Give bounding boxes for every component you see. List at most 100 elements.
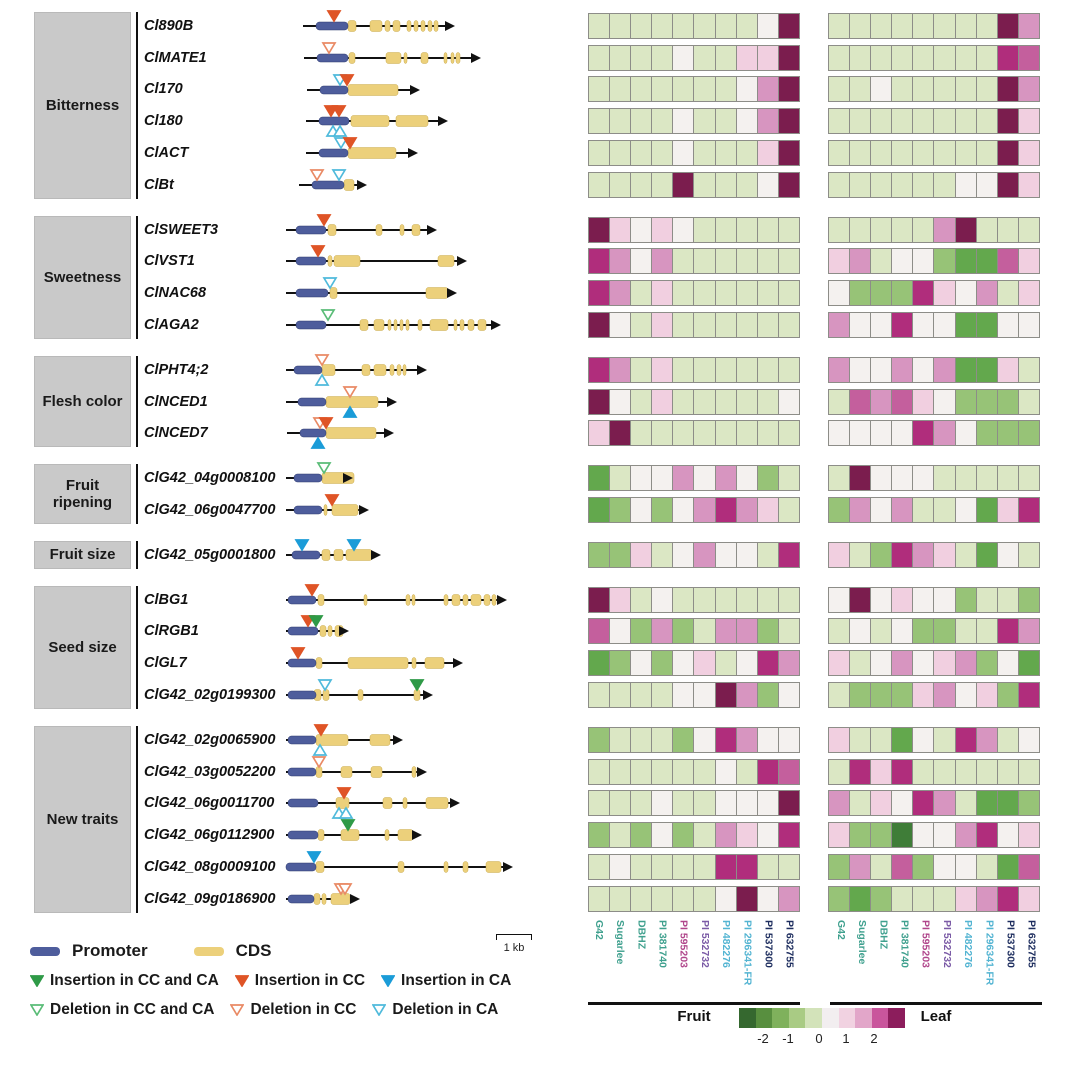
heatmap-cell: [954, 822, 977, 849]
column-label: G42: [592, 920, 605, 940]
cds-exon: [327, 625, 333, 638]
heatmap-cell: [714, 312, 737, 339]
heatmap-cell: [777, 854, 800, 881]
heatmap-cell: [588, 312, 611, 339]
gene-structure-svg: [286, 245, 467, 268]
heatmap-cell: [693, 140, 716, 167]
heatmap-cell: [996, 312, 1019, 339]
gene-structure-svg: [286, 787, 460, 820]
heatmap-cell: [609, 44, 632, 71]
legend-item-label: Insertion in CA: [401, 972, 512, 989]
column-label: PI 296341-FR: [983, 920, 996, 986]
heatmap-cell: [870, 356, 893, 383]
heatmap-cell: [1017, 497, 1040, 524]
heatmap-cell: [609, 171, 632, 198]
arrowhead-icon: [350, 893, 360, 904]
cds-exon: [333, 549, 344, 561]
cds-exon: [470, 593, 482, 606]
column-label: Sugarlee: [856, 920, 869, 965]
gene-structure-svg: [286, 583, 507, 606]
heatmap-cell: [849, 586, 872, 613]
heatmap-leaf: [828, 790, 1040, 817]
gene-structure: [286, 277, 558, 309]
heatmap-leaf: [828, 216, 1040, 243]
colorbar: [739, 1008, 905, 1028]
heatmap-leaf: [828, 108, 1040, 135]
heatmap-cell: [933, 248, 956, 275]
arrowhead-icon: [503, 862, 513, 873]
gene-name: ClG42_03g0052200: [144, 763, 276, 780]
heatmap-cell: [891, 388, 914, 415]
heatmap-leaf: [828, 420, 1040, 447]
cds-exon: [327, 223, 337, 236]
heatmap-cell: [933, 650, 956, 677]
column-label-leaf: PI 381740: [894, 920, 915, 1000]
legend-item-label: Insertion in CC: [254, 972, 366, 989]
legend-row-insertions: Insertion in CC and CA Insertion in CC Ins…: [30, 972, 590, 990]
heatmap-cell: [912, 216, 935, 243]
gene-row: ClACT: [138, 137, 1064, 169]
column-label: PI 595203: [677, 920, 690, 968]
heatmap-cell: [693, 497, 716, 524]
arrowhead-icon: [450, 798, 460, 809]
column-label-leaf: PI 537300: [1000, 920, 1021, 1000]
heatmap-cell: [891, 726, 914, 753]
heatmap-cell: [996, 280, 1019, 307]
column-label: G42: [834, 920, 847, 940]
column-label-leaf: G42: [830, 920, 851, 1000]
heatmap-cell: [828, 388, 851, 415]
heatmap-cell: [828, 312, 851, 339]
heatmap-cell: [777, 12, 800, 39]
promoter-bar: [291, 550, 321, 560]
heatmap-cell: [891, 885, 914, 912]
heatmap-cell: [912, 312, 935, 339]
heatmap-cell: [996, 497, 1019, 524]
heatmap-cell: [975, 420, 998, 447]
category-wrap: Seed size: [34, 585, 138, 709]
heatmap-cell: [870, 388, 893, 415]
figure-section: Fruit ripening ClG42_04g0008100 ClG42_06g0…: [34, 462, 1064, 526]
heatmap-cell: [651, 650, 674, 677]
heatmap-cell: [933, 854, 956, 881]
column-label-fruit: G42: [588, 920, 609, 1000]
category-box: Fruit size: [34, 540, 131, 569]
heatmap-cell: [870, 312, 893, 339]
heatmap-cell: [651, 465, 674, 492]
section-rows: ClG42_04g0008100 ClG42_06g0047700: [138, 462, 1064, 526]
heatmap-cell: [588, 465, 611, 492]
heatmap-cell: [828, 108, 851, 135]
heatmap-cell: [954, 12, 977, 39]
gene-row: ClNCED1: [138, 385, 1064, 418]
heatmap-cell: [1017, 44, 1040, 71]
legend-item: Insertion in CC: [234, 972, 366, 990]
heatmap-cell: [1017, 618, 1040, 645]
heatmap-cell: [996, 465, 1019, 492]
promoter-swatch: [30, 946, 60, 956]
heatmap-cell: [975, 108, 998, 135]
gene-name: ClG42_05g0001800: [144, 546, 276, 563]
heatmap-cell: [630, 465, 653, 492]
heatmap-cell: [735, 790, 758, 817]
legend-item: Deletion in CC: [230, 1001, 356, 1019]
gene-row: ClMATE1: [138, 41, 1064, 74]
heatmap-cell: [714, 822, 737, 849]
gene-structure: [286, 245, 558, 277]
cds-exon: [443, 51, 448, 64]
heatmap-fruit: [588, 248, 800, 275]
heatmap-cell: [756, 216, 779, 243]
heatmap-cell: [912, 497, 935, 524]
gene-structure-svg: [286, 462, 355, 485]
column-label: PI 532732: [698, 920, 711, 968]
cds-exon: [437, 255, 455, 268]
gene-structure-svg: [286, 882, 360, 905]
gene-structure-svg: [286, 819, 422, 841]
heatmap-cell: [714, 108, 737, 135]
heatmap-cell: [933, 388, 956, 415]
heatmap-cell: [912, 140, 935, 167]
heatmap-cell: [912, 682, 935, 709]
heatmap-cell: [777, 650, 800, 677]
gene-structure-svg: [286, 494, 369, 516]
heatmap-cell: [996, 108, 1019, 135]
heatmap-cell: [588, 682, 611, 709]
